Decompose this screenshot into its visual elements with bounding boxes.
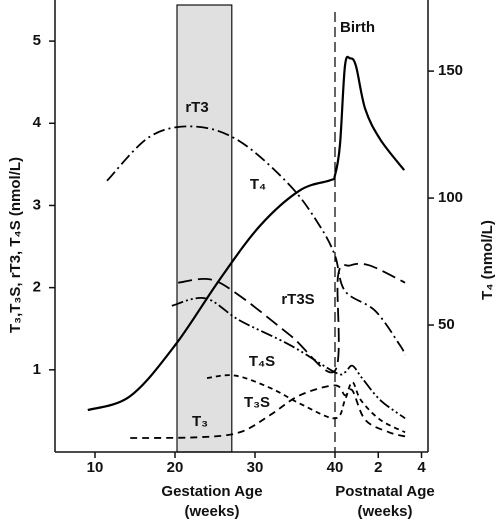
x-axis-label: (weeks) (184, 503, 239, 520)
series-label: T₃ (192, 413, 208, 430)
birth-label: Birth (340, 19, 375, 36)
y2-tick-label: 150 (438, 62, 463, 79)
x-axis-label: Gestation Age (161, 483, 262, 500)
x-tick-label: 40 (327, 459, 344, 476)
x2-axis-label: Postnatal Age (335, 483, 434, 500)
y2-tick-label: 100 (438, 189, 463, 206)
series-line (178, 262, 406, 374)
x2-tick-label: 4 (417, 459, 426, 476)
series-line (171, 296, 406, 420)
series-line (106, 125, 406, 356)
series-label: T₄ (250, 176, 266, 193)
y-tick-label: 5 (33, 32, 41, 49)
series-label: rT3 (185, 99, 208, 116)
y-tick-label: 3 (33, 196, 41, 213)
series-label: rT3S (281, 291, 314, 308)
y-tick-label: 2 (33, 279, 41, 296)
y2-axis-label: T₄ (nmol/L) (479, 220, 496, 300)
x2-tick-label: 2 (374, 459, 382, 476)
y-tick-label: 1 (33, 361, 41, 378)
x-tick-label: 20 (167, 459, 184, 476)
series-label: T₄S (249, 353, 275, 370)
series-line (206, 374, 406, 434)
y-tick-label: 4 (33, 114, 42, 131)
y2-tick-label: 50 (438, 316, 455, 333)
x-tick-label: 30 (247, 459, 264, 476)
series-line (87, 55, 406, 412)
y-axis-label: T₃,T₃S, rT3, T₄S (nmol/L) (7, 157, 24, 333)
x2-axis-label: (weeks) (357, 503, 412, 520)
series-line (130, 384, 406, 439)
series-label: T₃S (244, 394, 270, 411)
x-tick-label: 10 (87, 459, 104, 476)
shaded-region (176, 4, 233, 453)
